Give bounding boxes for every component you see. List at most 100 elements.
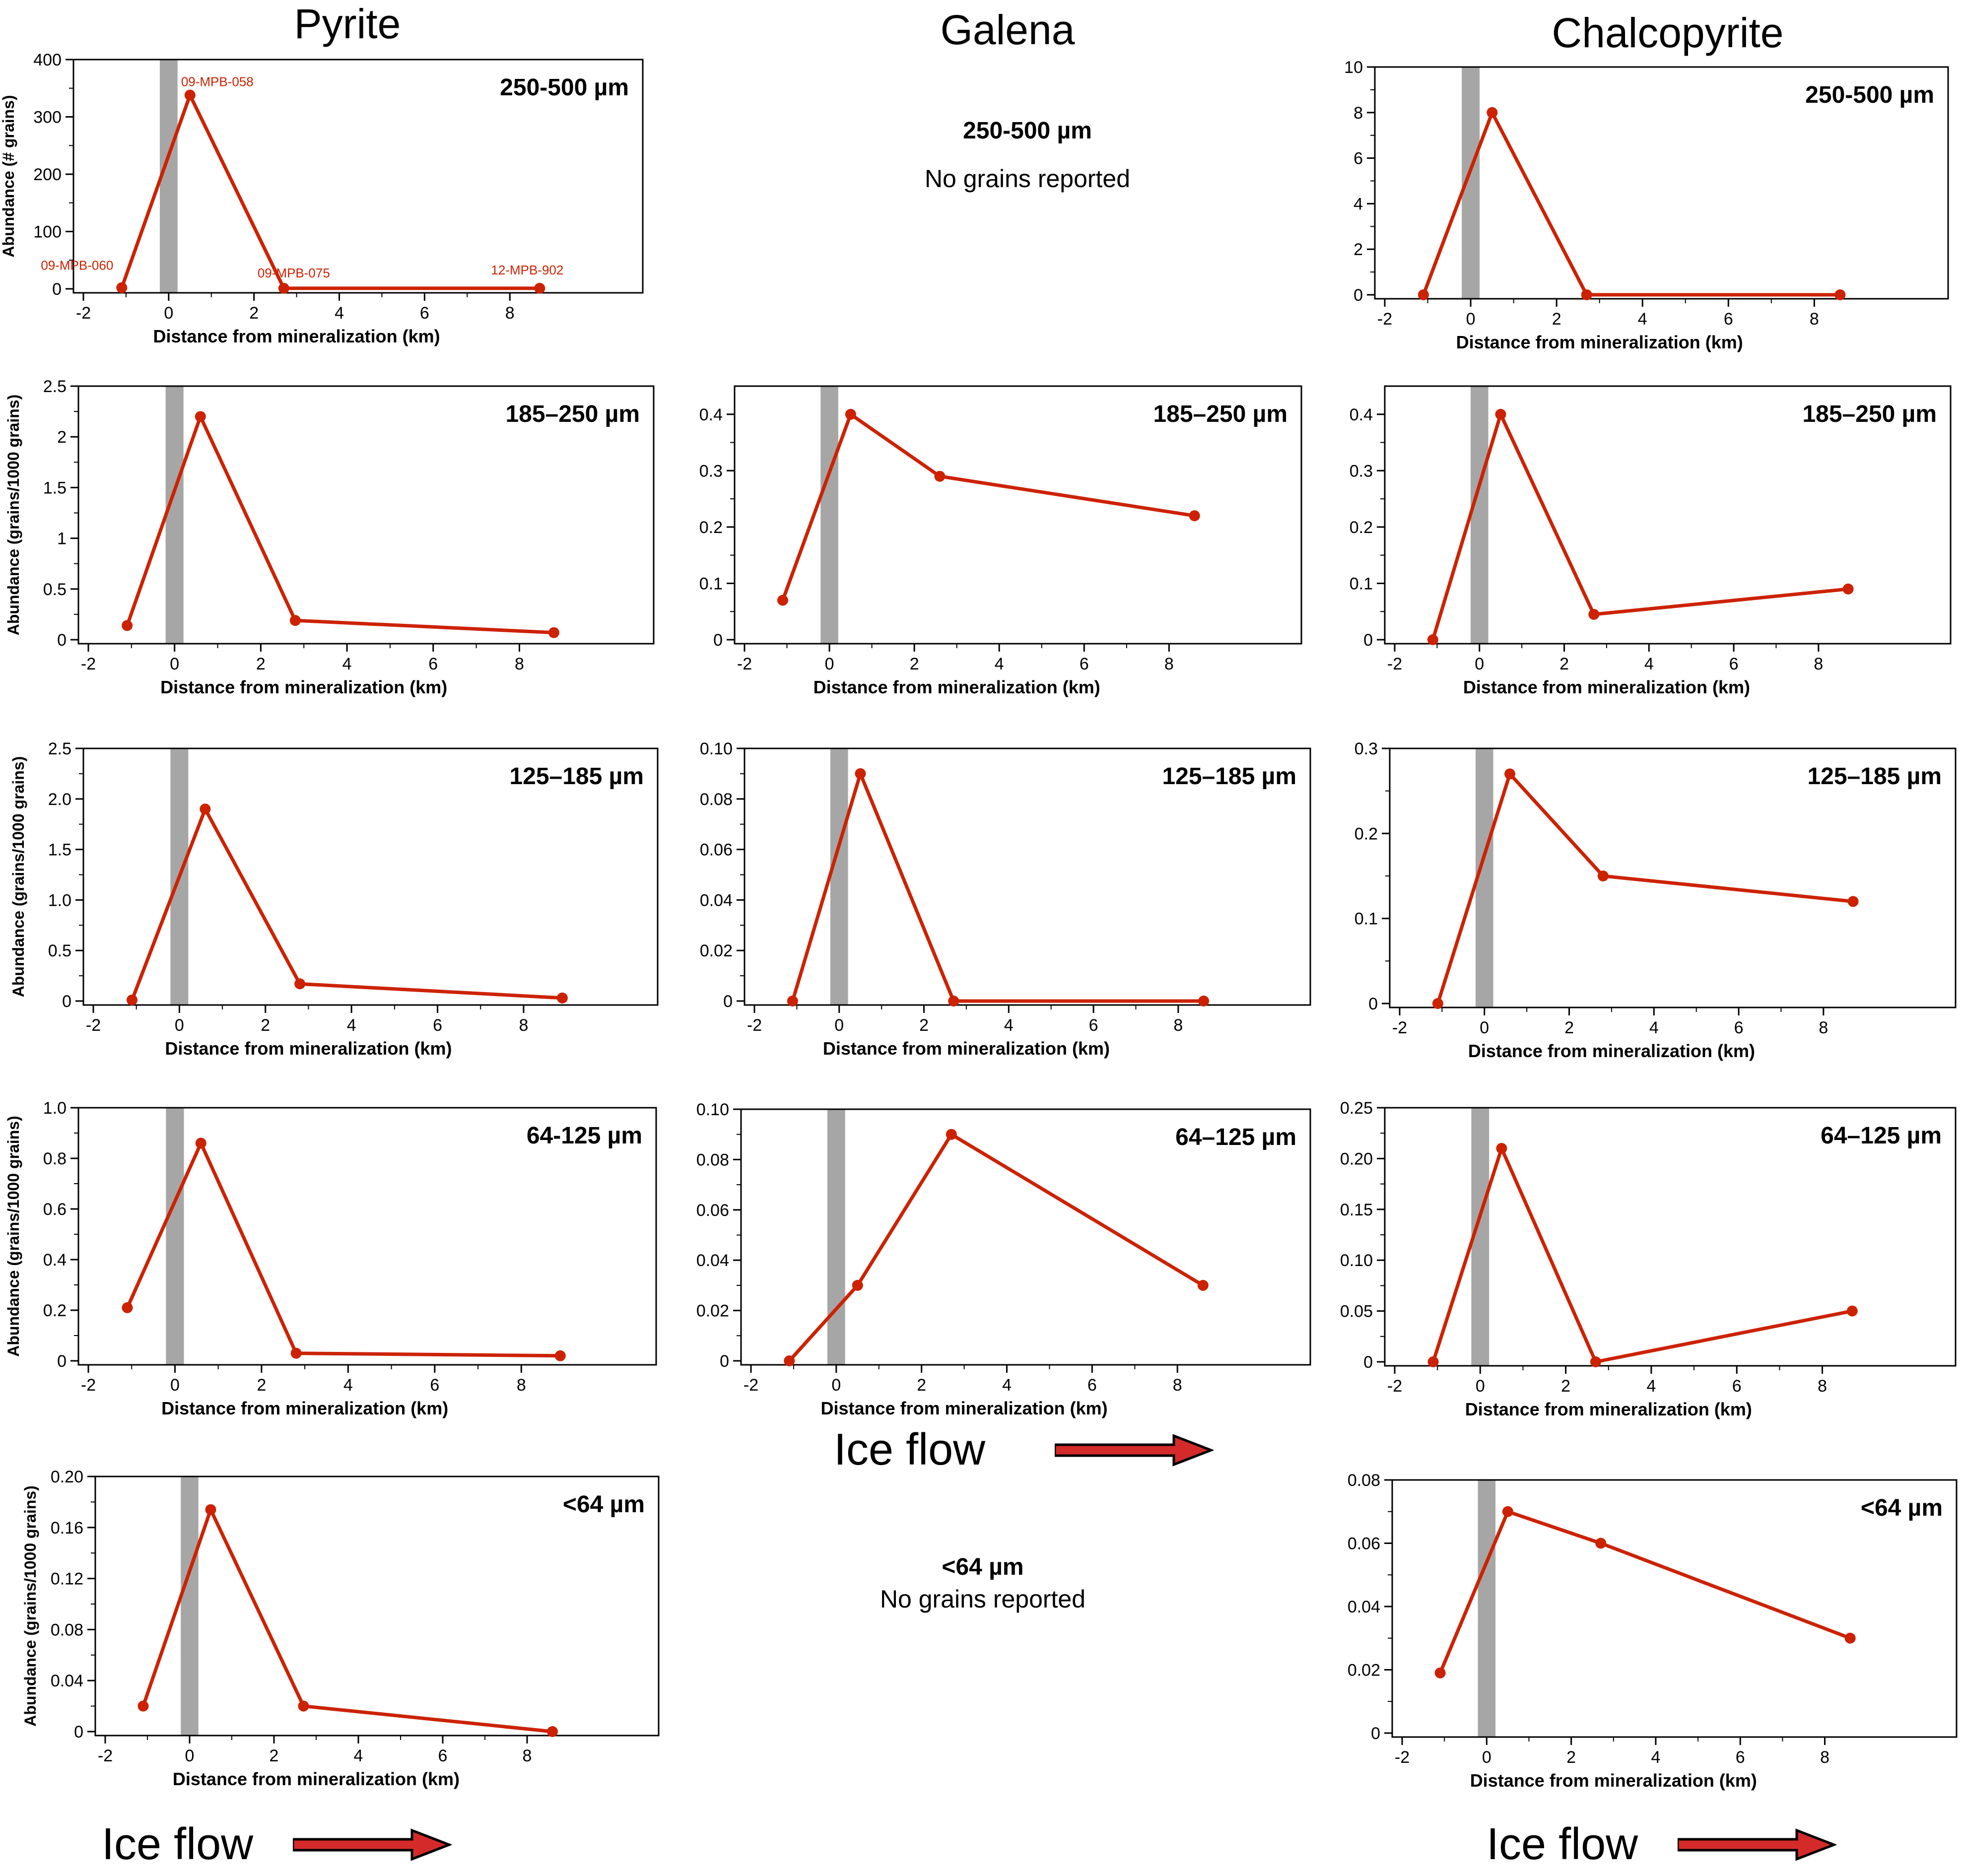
x-tick-label: 8 bbox=[1810, 310, 1819, 329]
y-tick-label: 0.08 bbox=[700, 790, 733, 809]
series-line bbox=[1436, 772, 1853, 1005]
data-point bbox=[1427, 634, 1438, 645]
plot-frame bbox=[82, 747, 659, 1006]
sample-label: 09-MPB-075 bbox=[258, 266, 330, 280]
data-point bbox=[122, 1302, 133, 1313]
series-line bbox=[781, 412, 1195, 601]
x-tick-label: 4 bbox=[1638, 310, 1647, 329]
series-line bbox=[1431, 412, 1848, 641]
x-axis-label: Distance from mineralization (km) bbox=[821, 1398, 1108, 1418]
y-tick-label: 0 bbox=[57, 1352, 67, 1371]
data-point bbox=[294, 978, 306, 990]
y-tick-label: 1 bbox=[57, 530, 67, 548]
chart-panel-chalco-125-185: -2 0 2 4 6 8 0 0.1 0.2 0.3 Distance from mineraliz… bbox=[1354, 739, 1957, 1061]
ice-flow-arrow-icon bbox=[1678, 1828, 1837, 1861]
x-tick-label: 2 bbox=[1559, 655, 1569, 673]
x-tick-label: 0 bbox=[185, 1746, 195, 1765]
y-tick-label: 0.2 bbox=[1350, 518, 1373, 537]
chart-panel-galena-125-185: -2 0 2 4 6 8 0 0.02 0.04 0.06 0.08 0.10 Distance fro… bbox=[700, 739, 1311, 1059]
x-tick-label: 4 bbox=[354, 1746, 363, 1765]
y-tick-label: 0.3 bbox=[1354, 739, 1378, 758]
data-point bbox=[1487, 107, 1498, 118]
y-tick-label: 2.0 bbox=[48, 790, 71, 809]
x-tick-label: 2 bbox=[910, 655, 919, 673]
x-tick-label: -2 bbox=[81, 655, 96, 673]
series-line bbox=[141, 1508, 553, 1734]
mineralization-band bbox=[181, 1476, 199, 1736]
x-tick-label: 2 bbox=[270, 1746, 279, 1765]
x-tick-label: -2 bbox=[1392, 1018, 1407, 1037]
y-tick-label: 0.5 bbox=[48, 941, 71, 960]
x-tick-label: 8 bbox=[517, 1376, 526, 1395]
x-tick-label: 2 bbox=[919, 1016, 929, 1035]
x-tick-label: 4 bbox=[1644, 655, 1654, 673]
x-tick-label: 4 bbox=[995, 655, 1004, 673]
y-tick-label: 0.08 bbox=[51, 1620, 83, 1639]
chart-panel-pyrite-250-500: -2 0 2 4 6 8 0 100 200 300 400 Distance from minera… bbox=[0, 51, 644, 346]
x-tick-label: -2 bbox=[744, 1376, 758, 1395]
y-tick-label: 0.2 bbox=[43, 1301, 67, 1320]
x-tick-label: 0 bbox=[825, 655, 834, 673]
data-point bbox=[948, 996, 959, 1006]
y-tick-label: 0.4 bbox=[1350, 405, 1373, 424]
data-point bbox=[1834, 289, 1846, 300]
x-tick-label: 4 bbox=[1651, 1748, 1660, 1767]
size-fraction-label: 64–125 µm bbox=[1821, 1123, 1942, 1149]
x-tick-label: 2 bbox=[261, 1016, 270, 1035]
x-axis-label: Distance from mineralization (km) bbox=[1463, 677, 1750, 697]
y-tick-label: 0.3 bbox=[1350, 462, 1373, 480]
y-tick-label: 0.04 bbox=[1348, 1598, 1380, 1616]
y-tick-label: 4 bbox=[1354, 195, 1363, 213]
x-tick-label: 0 bbox=[170, 655, 179, 673]
y-tick-label: 8 bbox=[1354, 104, 1363, 123]
x-axis-label: Distance from mineralization (km) bbox=[173, 1769, 460, 1789]
galena-250-500-empty-note: 250-500 µm No grains reported bbox=[879, 117, 1176, 193]
x-tick-label: 8 bbox=[1818, 1377, 1827, 1396]
y-tick-label: 0.04 bbox=[696, 1251, 729, 1270]
x-tick-label: 8 bbox=[523, 1746, 532, 1765]
y-tick-label: 0.1 bbox=[1350, 574, 1373, 593]
data-point bbox=[547, 1726, 558, 1737]
y-tick-label: 200 bbox=[33, 165, 62, 184]
plot-frame bbox=[1374, 66, 1949, 300]
y-tick-label: 10 bbox=[1344, 58, 1363, 77]
column-title-pyrite: Pyrite bbox=[294, 0, 401, 47]
y-tick-label: 0.4 bbox=[699, 405, 723, 424]
x-tick-label: 0 bbox=[1475, 655, 1484, 673]
sample-label: 09-MPB-060 bbox=[41, 258, 113, 273]
data-point bbox=[278, 282, 289, 294]
y-tick-label: 0 bbox=[1368, 995, 1378, 1013]
plot-frame bbox=[1389, 747, 1957, 1008]
y-tick-label: 0.12 bbox=[51, 1570, 83, 1589]
series-line bbox=[126, 1141, 560, 1358]
y-tick-label: 0.3 bbox=[699, 462, 723, 480]
x-tick-label: 4 bbox=[347, 1016, 356, 1035]
data-point bbox=[122, 620, 133, 631]
x-axis-label: Distance from mineralization (km) bbox=[1465, 1399, 1752, 1419]
x-tick-label: 8 bbox=[1173, 1376, 1182, 1395]
data-point bbox=[777, 595, 788, 606]
data-point bbox=[1588, 608, 1600, 620]
chart-panel-pyrite-125-185: -2 0 2 4 6 8 0 0.5 1.0 1.5 2.0 2.5 Distance from min… bbox=[9, 739, 659, 1059]
size-fraction-label: 125–185 µm bbox=[509, 763, 644, 790]
mineralization-band bbox=[165, 386, 184, 644]
data-point bbox=[1597, 871, 1609, 881]
x-tick-label: 4 bbox=[1649, 1018, 1659, 1037]
x-tick-label: 4 bbox=[343, 1376, 353, 1395]
y-tick-label: 0.8 bbox=[43, 1149, 67, 1168]
chart-panel-pyrite-185-250: -2 0 2 4 6 8 0 0.5 1 1.5 2 2.5 Distance from mineral… bbox=[4, 377, 655, 697]
y-tick-label: 2.5 bbox=[48, 739, 71, 758]
y-tick-label: 2 bbox=[1354, 240, 1363, 259]
x-axis-label: Distance from mineralization (km) bbox=[813, 677, 1100, 697]
mineralization-band bbox=[1478, 1480, 1496, 1737]
x-tick-label: 6 bbox=[1089, 1016, 1098, 1035]
data-point bbox=[1502, 1506, 1513, 1517]
x-tick-label: 2 bbox=[1564, 1018, 1574, 1037]
y-tick-label: 400 bbox=[33, 51, 62, 69]
x-axis-label: Distance from mineralization (km) bbox=[153, 326, 440, 346]
data-point bbox=[1198, 996, 1210, 1006]
y-tick-label: 0 bbox=[720, 1352, 729, 1371]
x-tick-label: 4 bbox=[1002, 1376, 1012, 1395]
x-tick-label: 0 bbox=[1480, 1018, 1489, 1037]
data-point bbox=[1496, 1142, 1507, 1154]
